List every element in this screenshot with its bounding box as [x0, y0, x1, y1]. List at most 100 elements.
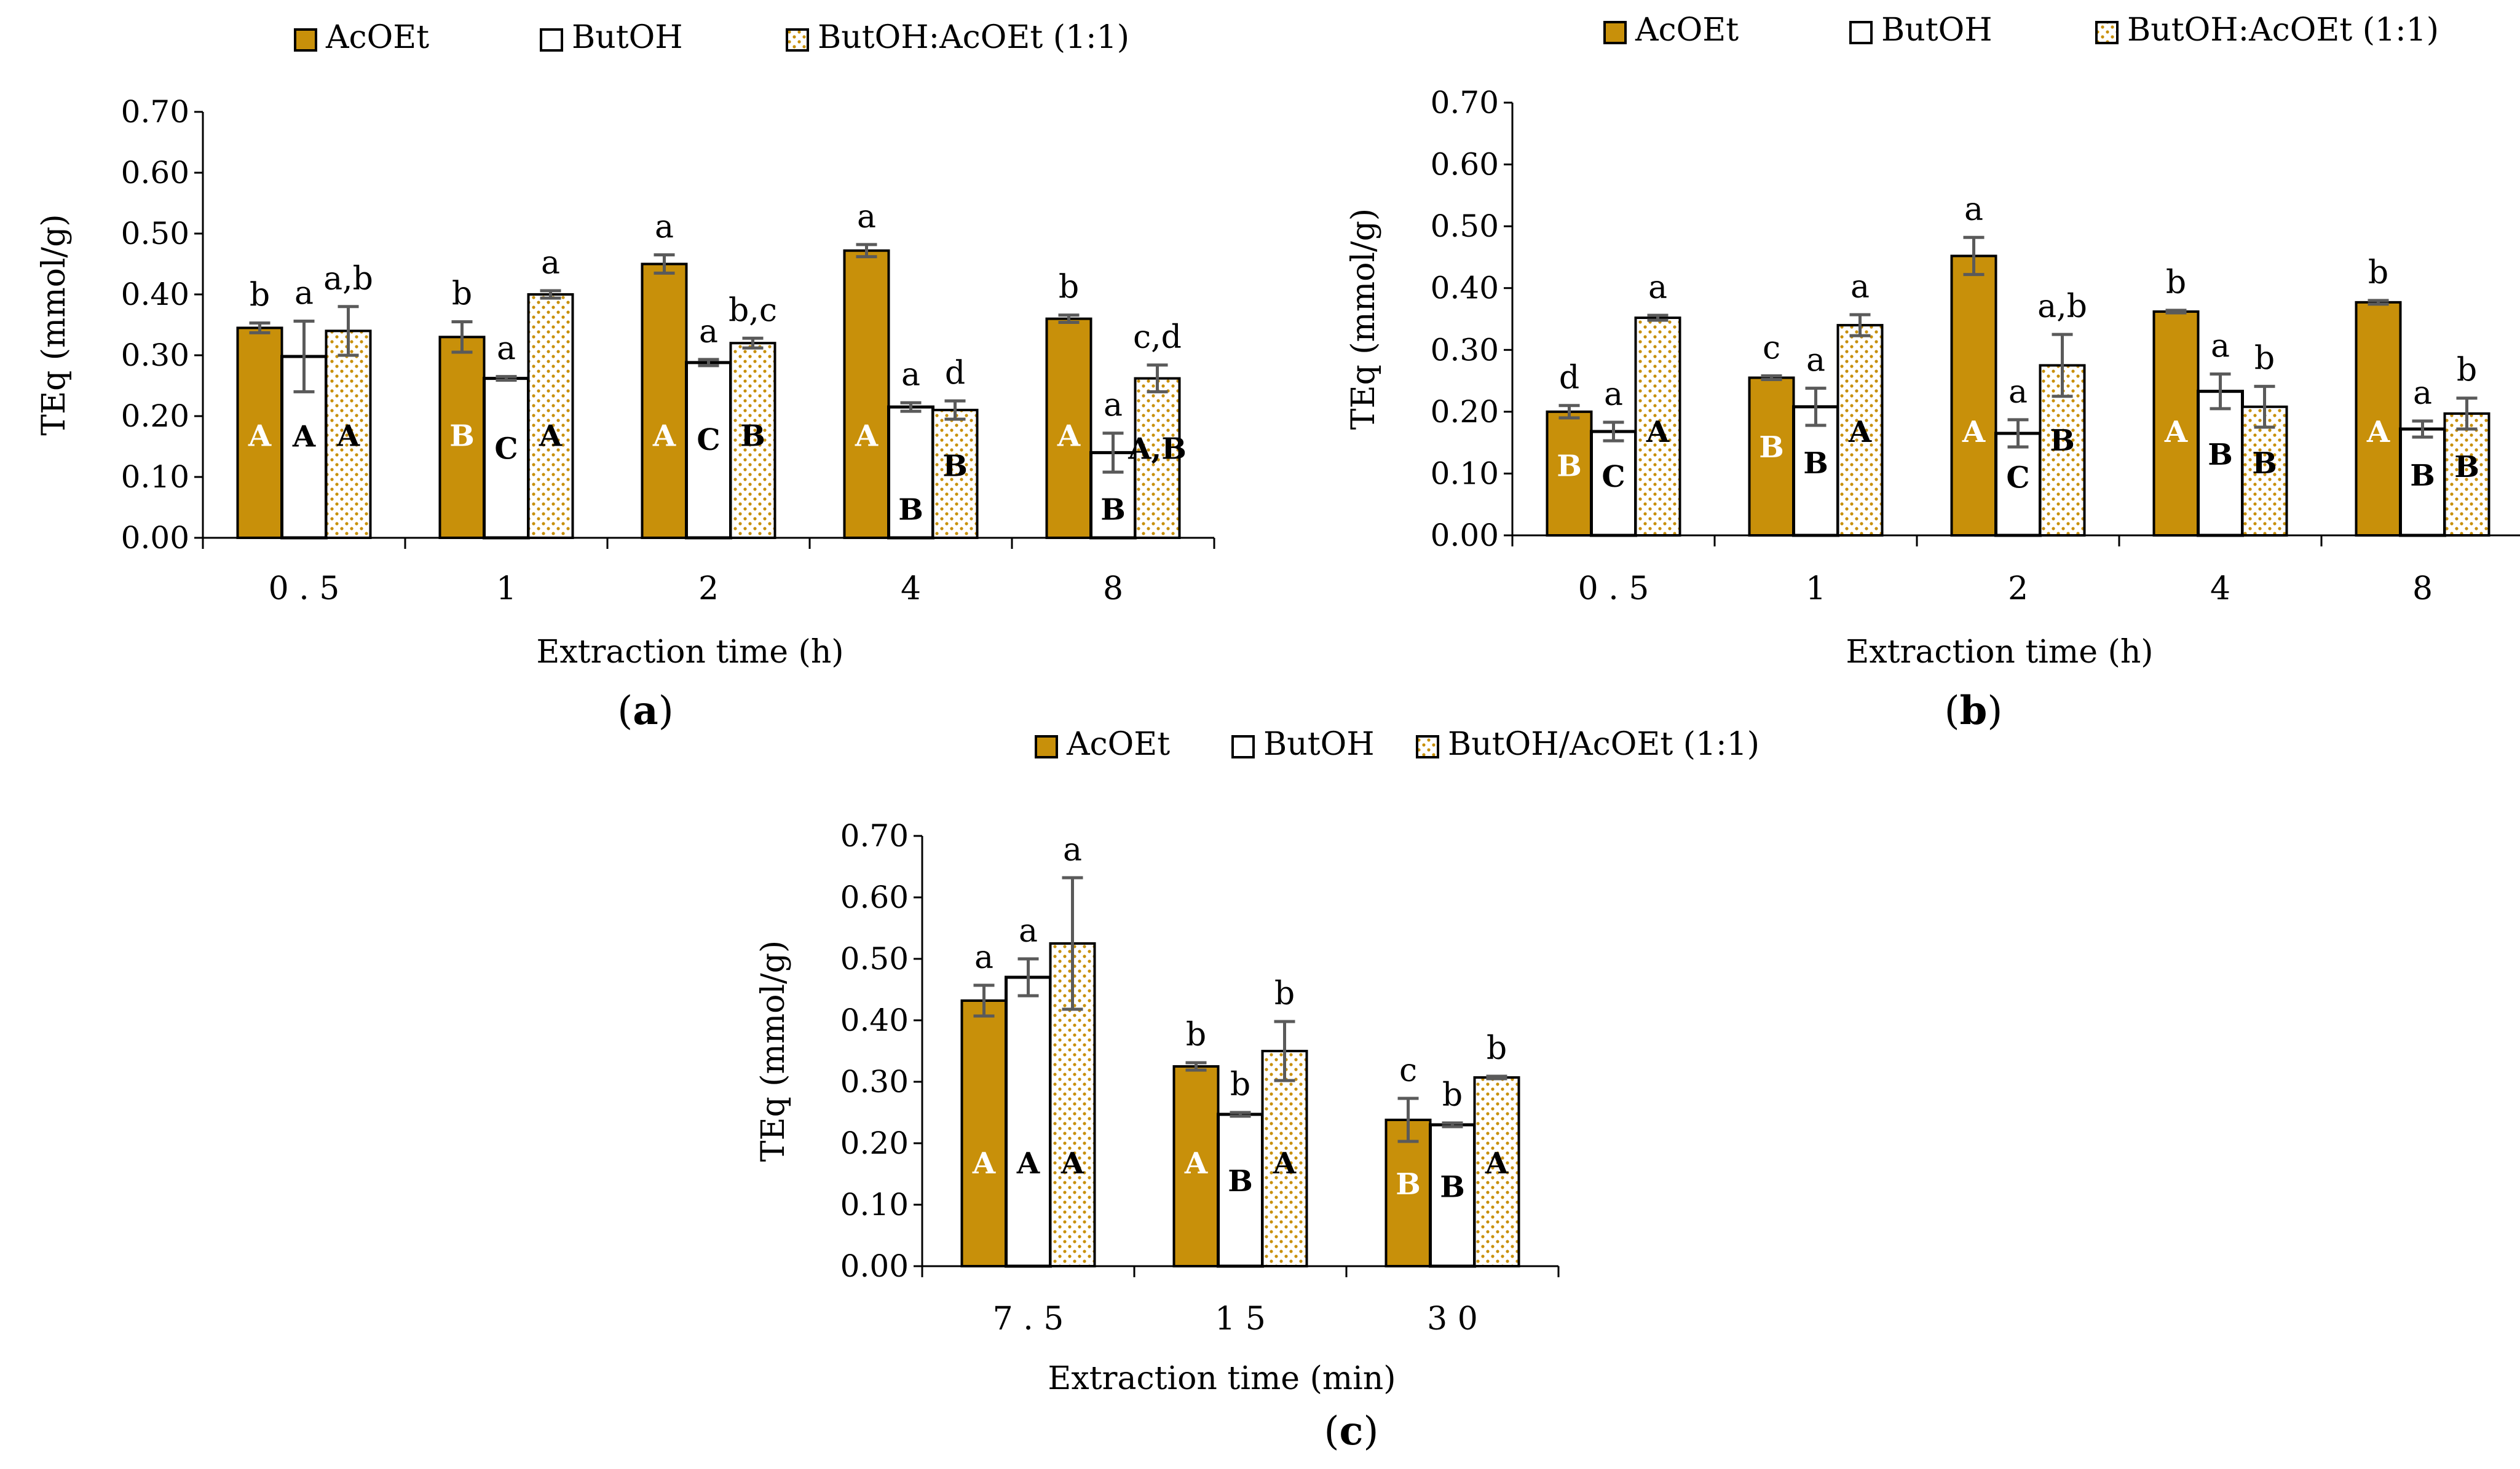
significance-label-top: a — [901, 356, 920, 393]
significance-label-inner: B — [1759, 430, 1784, 465]
y-tick-label: 0.50 — [840, 941, 909, 977]
chart-panel-a: AcOEt ButOH ButOH:AcOEt (1:1) 0.00 0.10 0.20 0… — [36, 19, 1215, 734]
bar-2-4 — [887, 405, 934, 540]
significance-label-top: a — [974, 939, 993, 976]
significance-label-inner: A — [972, 1146, 996, 1181]
x-tick-label: 0 . 5 — [269, 570, 340, 607]
chart-panel-b: AcOEt ButOH ButOH:AcOEt (1:1) 0.00 0.10 0.20 0… — [1345, 12, 2520, 734]
significance-label-inner: A — [855, 419, 879, 454]
significance-label-top: a — [1604, 376, 1623, 413]
significance-label-top: a — [1019, 913, 1038, 950]
bar-3-2 — [1261, 1050, 1308, 1267]
bar-1-1 — [236, 326, 283, 539]
legend-swatch-1 — [294, 28, 317, 52]
y-tick-label: 0.00 — [121, 520, 189, 556]
significance-label-inner: A — [1962, 415, 1986, 449]
significance-label-top: b,c — [729, 292, 777, 329]
caption-paren-open: ( — [1324, 1409, 1340, 1454]
legend-label-2: ButOH — [572, 19, 683, 56]
significance-label-inner: A — [1184, 1146, 1208, 1181]
significance-label-inner: B — [1557, 449, 1582, 483]
x-tick-label: 4 — [2210, 570, 2230, 607]
x-tick-label: 1 5 — [1215, 1301, 1266, 1337]
bar-3-3 — [729, 342, 776, 539]
legend-label-3: ButOH:AcOEt (1:1) — [2127, 12, 2439, 49]
panel-caption: (c) — [1324, 1408, 1379, 1454]
significance-label-inner: B — [1100, 492, 1126, 527]
significance-label-inner: B — [942, 449, 968, 484]
y-tick-label: 0.70 — [1431, 85, 1499, 120]
significance-label-top: b — [2166, 264, 2186, 301]
significance-label-inner: A — [336, 419, 360, 454]
significance-label-inner: C — [697, 423, 720, 457]
significance-label-top: a,b — [323, 261, 373, 297]
y-tick-label: 0.30 — [840, 1064, 909, 1100]
significance-label-inner: B — [1440, 1170, 1465, 1205]
bar-2-2 — [483, 377, 530, 540]
y-tick-label: 0.10 — [840, 1187, 909, 1223]
significance-label-top: b — [1230, 1066, 1250, 1103]
significance-label-top: a — [1851, 269, 1870, 305]
significance-label-top: a — [1104, 387, 1123, 424]
legend-label-2: ButOH — [1881, 12, 1993, 49]
significance-label-inner: B — [2410, 459, 2435, 493]
y-tick-label: 0.50 — [1431, 208, 1499, 244]
significance-label-top: a — [1806, 342, 1825, 379]
bar-3-2 — [527, 293, 574, 539]
x-tick-label: 8 — [2412, 570, 2433, 607]
significance-label-inner: A — [1646, 415, 1670, 449]
bar-3-3 — [1473, 1076, 1520, 1267]
x-axis-title: Extraction time (h) — [536, 634, 843, 671]
significance-label-top: b — [1059, 269, 1079, 306]
chart-panel-c: AcOEt ButOH ButOH/AcOEt (1:1) 0.00 0.10 0.20 0… — [755, 726, 1760, 1454]
significance-label-inner: C — [1602, 460, 1625, 494]
significance-label-inner: A — [292, 420, 316, 454]
significance-label-inner: A — [1057, 419, 1081, 454]
bar-2-1 — [1005, 975, 1052, 1268]
significance-label-top: c — [1399, 1052, 1417, 1089]
y-tick-label: 0.60 — [121, 155, 189, 191]
significance-label-top: b — [2368, 254, 2388, 291]
significance-label-top: a — [2008, 374, 2028, 411]
panel-caption: (a) — [617, 688, 673, 734]
caption-letter: a — [633, 688, 658, 734]
significance-label-top: a — [541, 245, 560, 282]
bar-2-3 — [685, 361, 732, 540]
caption-letter: b — [1960, 688, 1988, 734]
significance-label-inner: A — [1273, 1146, 1297, 1181]
y-tick-label: 0.10 — [121, 459, 189, 495]
caption-letter: c — [1340, 1408, 1364, 1454]
y-tick-label: 0.00 — [1431, 518, 1499, 553]
caption-paren-open: ( — [617, 688, 633, 734]
significance-label-top: b — [2457, 352, 2477, 389]
bar-1-1 — [960, 999, 1008, 1267]
legend-label-1: AcOEt — [1066, 726, 1170, 763]
significance-label-inner: A — [652, 419, 676, 454]
significance-label-inner: B — [2252, 446, 2277, 481]
bar-1-2 — [438, 336, 486, 539]
x-axis-title: Extraction time (min) — [1048, 1360, 1396, 1397]
y-axis-title: TEq (mmol/g) — [1345, 208, 1382, 430]
y-tick-label: 0.50 — [121, 216, 189, 251]
legend-swatch-3 — [2095, 21, 2119, 44]
legend-swatch-1 — [1603, 21, 1627, 44]
significance-label-top: a — [655, 209, 674, 246]
significance-label-inner: B — [1803, 446, 1828, 481]
significance-label-top: a — [699, 313, 718, 350]
significance-label-top: d — [945, 355, 965, 392]
significance-label-inner: B — [449, 419, 475, 454]
y-tick-label: 0.20 — [1431, 394, 1499, 430]
significance-label-top: a — [2413, 375, 2432, 412]
significance-label-top: d — [1559, 360, 1579, 396]
significance-label-top: a — [294, 275, 314, 312]
y-tick-label: 0.20 — [840, 1125, 909, 1161]
significance-label-top: a — [1648, 269, 1667, 306]
legend-swatch-1 — [1035, 735, 1058, 758]
y-tick-label: 0.10 — [1431, 455, 1499, 491]
bar-2-3 — [1429, 1123, 1476, 1268]
significance-label-inner: B — [1396, 1167, 1421, 1202]
y-tick-label: 0.20 — [121, 398, 189, 434]
y-axis-title: TEq (mmol/g) — [755, 940, 792, 1162]
significance-label-inner: A — [248, 419, 272, 454]
bar-1-4 — [843, 249, 890, 539]
